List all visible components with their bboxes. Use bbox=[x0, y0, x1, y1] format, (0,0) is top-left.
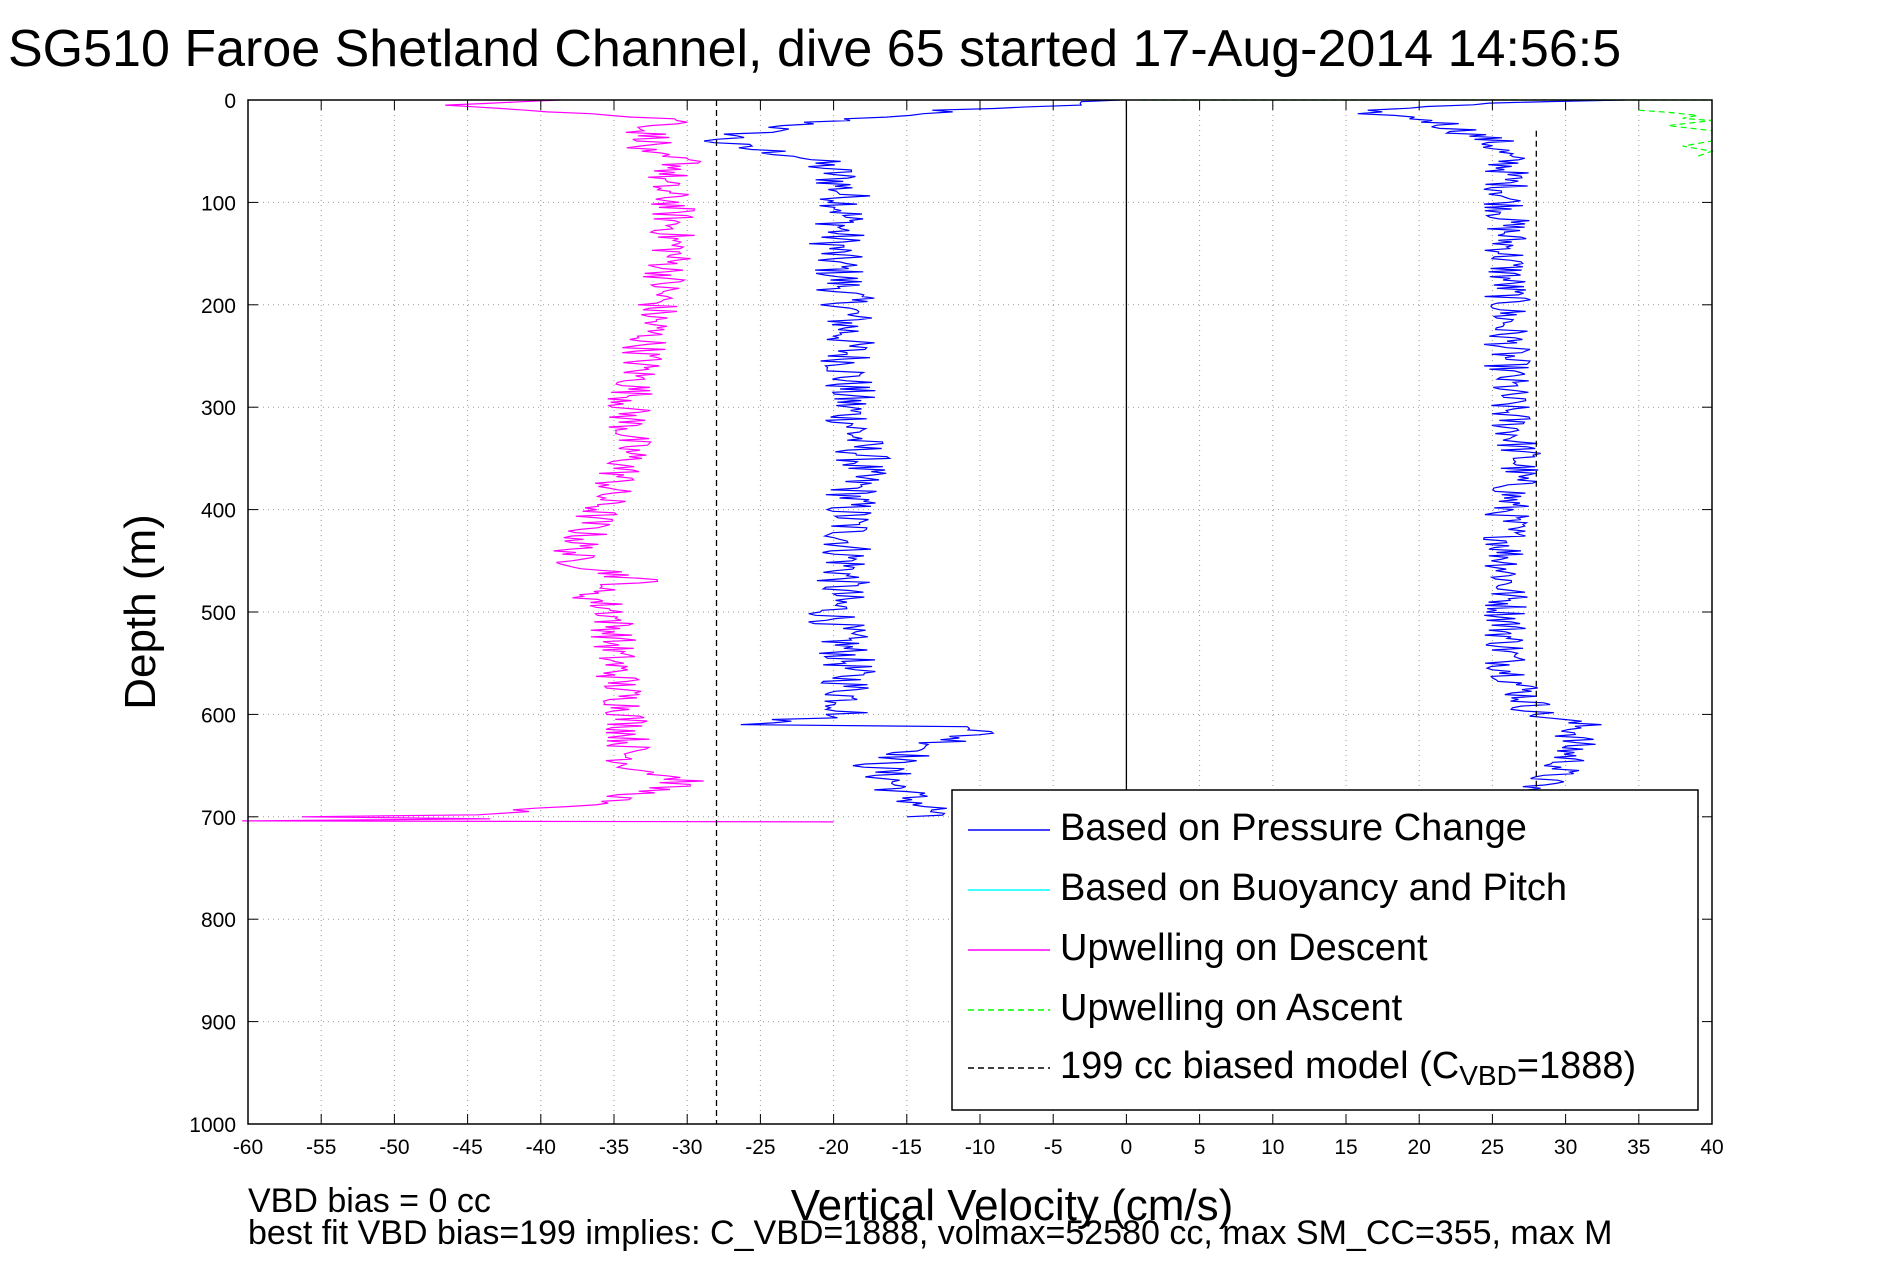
x-tick-label: -60 bbox=[233, 1136, 263, 1159]
x-tick-label: -5 bbox=[1044, 1136, 1063, 1159]
x-tick-label: 5 bbox=[1194, 1136, 1206, 1159]
legend-label: Upwelling on Descent bbox=[1060, 927, 1428, 969]
y-tick-label: 100 bbox=[201, 192, 236, 215]
series-line-upwelling-descent bbox=[242, 99, 834, 823]
x-tick-label: -20 bbox=[818, 1136, 848, 1159]
x-tick-label: 30 bbox=[1554, 1136, 1577, 1159]
x-tick-label: -30 bbox=[672, 1136, 702, 1159]
chart-title: SG510 Faroe Shetland Channel, dive 65 st… bbox=[8, 20, 1621, 78]
y-tick-label: 700 bbox=[201, 807, 236, 830]
x-tick-label: -15 bbox=[892, 1136, 922, 1159]
series-line-pressure-change-descent bbox=[703, 99, 1121, 818]
annotation-best-fit: best fit VBD bias=199 implies: C_VBD=188… bbox=[248, 1214, 1612, 1252]
y-tick-labels: 0 100 200 300 400 500 600 700 800 900 1000 bbox=[189, 90, 236, 1137]
legend-box bbox=[951, 789, 1699, 1111]
x-tick-label: -10 bbox=[965, 1136, 995, 1159]
legend-model-subscript: VBD bbox=[1459, 1060, 1517, 1091]
x-tick-label: 10 bbox=[1261, 1136, 1284, 1159]
legend-model-suffix: =1888) bbox=[1517, 1045, 1636, 1087]
legend-entry: Upwelling on Descent bbox=[968, 927, 1428, 969]
legend-entries: Based on Pressure Change Based on Buoyanc… bbox=[968, 807, 1567, 1029]
tick-marks bbox=[247, 99, 1713, 1125]
series-group bbox=[242, 99, 1715, 1124]
x-tick-label: -45 bbox=[452, 1136, 482, 1159]
y-tick-label: 500 bbox=[201, 602, 236, 625]
y-tick-label: 600 bbox=[201, 704, 236, 727]
x-tick-label: -55 bbox=[306, 1136, 336, 1159]
y-tick-label: 800 bbox=[201, 909, 236, 932]
y-tick-label: 900 bbox=[201, 1012, 236, 1035]
x-tick-label: -35 bbox=[599, 1136, 629, 1159]
legend-entry: Based on Buoyancy and Pitch bbox=[968, 867, 1567, 909]
x-tick-label: 35 bbox=[1627, 1136, 1650, 1159]
series-line-upwelling-ascent-near-surface bbox=[1638, 109, 1715, 157]
legend: Based on Pressure Change Based on Buoyanc… bbox=[951, 789, 1699, 1111]
x-tick-label: 25 bbox=[1481, 1136, 1504, 1159]
y-tick-label: 200 bbox=[201, 295, 236, 318]
legend-entry: Based on Pressure Change bbox=[968, 807, 1527, 849]
legend-label: Upwelling on Ascent bbox=[1060, 987, 1403, 1029]
legend-label: Based on Buoyancy and Pitch bbox=[1060, 867, 1567, 909]
x-tick-label: -50 bbox=[379, 1136, 409, 1159]
legend-label-model: 199 cc biased model (CVBD=1888) bbox=[1060, 1045, 1636, 1091]
y-axis-label: Depth (m) bbox=[116, 514, 165, 710]
y-tick-label: 400 bbox=[201, 500, 236, 523]
annotation-vbd-bias: VBD bias = 0 cc bbox=[248, 1182, 491, 1220]
x-tick-labels: -60 -55 -50 -45 -40 -35 -30 -25 -20 -15 -10 -5 0 5 10 1… bbox=[233, 1136, 1724, 1159]
x-axis-label: Vertical Velocity (cm/s) bbox=[791, 1181, 1234, 1230]
x-tick-label: -40 bbox=[526, 1136, 556, 1159]
legend-entry-model: 199 cc biased model (CVBD=1888) bbox=[968, 1045, 1636, 1091]
x-tick-label: -25 bbox=[745, 1136, 775, 1159]
y-tick-label: 0 bbox=[224, 90, 236, 113]
x-tick-label: 20 bbox=[1408, 1136, 1431, 1159]
x-tick-label: 40 bbox=[1700, 1136, 1723, 1159]
series-line-pressure-change-ascent bbox=[1357, 99, 1624, 818]
x-tick-label: 15 bbox=[1334, 1136, 1357, 1159]
legend-label: Based on Pressure Change bbox=[1060, 807, 1527, 849]
legend-model-prefix: 199 cc biased model (C bbox=[1060, 1045, 1459, 1087]
y-tick-label: 1000 bbox=[189, 1114, 236, 1137]
y-tick-label: 300 bbox=[201, 397, 236, 420]
x-tick-label: 0 bbox=[1121, 1136, 1133, 1159]
legend-entry: Upwelling on Ascent bbox=[968, 987, 1403, 1029]
